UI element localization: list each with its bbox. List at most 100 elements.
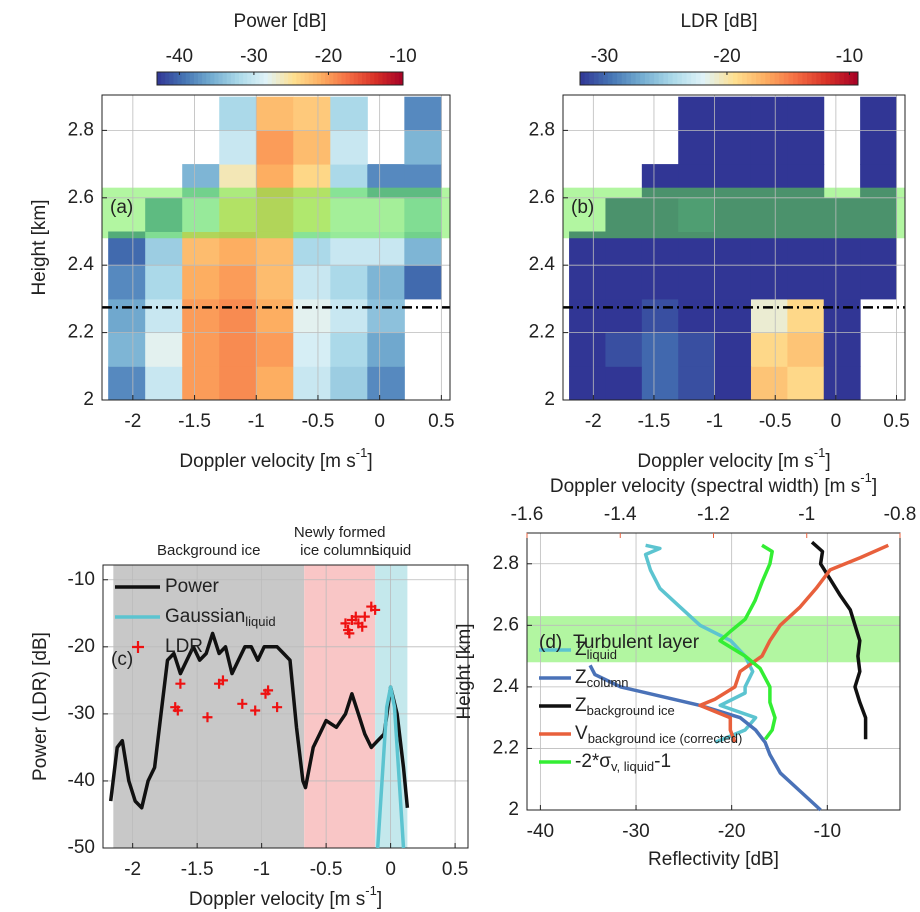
colorbar-segment xyxy=(247,72,252,85)
colorbar-segment xyxy=(296,72,301,85)
colorbar-segment xyxy=(839,72,845,85)
y-axis-label: Height [km] xyxy=(29,199,50,295)
colorbar-segment xyxy=(234,72,240,85)
colorbar-segment xyxy=(848,72,854,85)
heatmap-cell xyxy=(330,130,368,165)
heatmap-cell xyxy=(256,265,294,300)
heatmap-cell xyxy=(714,298,752,334)
heatmap-cell xyxy=(256,332,294,367)
heatmap-cell xyxy=(256,298,294,334)
profile-line xyxy=(718,543,777,741)
colorbar-segment xyxy=(695,72,701,85)
heatmap-cell xyxy=(108,298,146,334)
x-tick-label: 0 xyxy=(374,411,385,432)
y-tick-label: 2 xyxy=(83,389,94,410)
colorbar-segment xyxy=(719,72,725,85)
colorbar-tick-label: -10 xyxy=(836,46,863,67)
x-tick-label: -0.5 xyxy=(310,859,343,880)
colorbar-segment xyxy=(820,72,827,85)
heatmap-cell xyxy=(108,366,146,401)
x-tick-label: -20 xyxy=(718,821,745,842)
heatmap-cell xyxy=(569,332,606,367)
colorbar-tick-label: -20 xyxy=(315,46,342,67)
x-tick-label: -1 xyxy=(253,859,270,880)
colorbar-segment xyxy=(686,72,692,85)
text-part: background ice (corrected) xyxy=(588,731,743,746)
y-tick-label: 2.2 xyxy=(68,322,94,343)
colorbar-segment xyxy=(728,72,734,85)
colorbar-segment xyxy=(325,72,330,85)
text-part: ] xyxy=(872,476,877,497)
colorbar-segment xyxy=(214,72,219,85)
text-part: Doppler velocity (spectral width) [m s xyxy=(550,476,860,497)
heatmap-cell xyxy=(182,366,220,401)
heatmap-cell xyxy=(714,96,752,131)
heatmap-cell xyxy=(714,130,752,165)
text-part: liquid xyxy=(587,647,617,662)
colorbar-segment xyxy=(161,72,166,85)
axis-label: Doppler velocity [m s-1] xyxy=(179,445,372,472)
line xyxy=(375,685,406,849)
colorbar-segment xyxy=(337,72,342,85)
text-part: Z xyxy=(575,695,587,716)
colorbar-segment xyxy=(349,72,355,85)
profile-line xyxy=(588,664,822,812)
legend-label: Zliquid xyxy=(575,639,617,662)
heatmap-cell xyxy=(750,265,788,300)
y-tick-label: -40 xyxy=(68,770,95,791)
colorbar-segment xyxy=(802,72,808,85)
heatmap-cell xyxy=(641,332,679,367)
heatmap-cell xyxy=(678,366,716,401)
heatmap-cell xyxy=(678,332,716,367)
text-part: Doppler velocity [m s xyxy=(189,889,365,910)
y-tick-label: -50 xyxy=(68,837,95,858)
heatmap-cell xyxy=(293,130,331,165)
x2-tick-label: -1.2 xyxy=(697,504,730,525)
y-tick-label: 2.2 xyxy=(493,737,519,758)
y-tick-label: 2.6 xyxy=(529,187,555,208)
heatmap-cell xyxy=(330,332,368,367)
heatmap-cell xyxy=(569,298,606,334)
y-axis-label: Height [km] xyxy=(454,623,475,719)
plus-marker xyxy=(172,705,183,716)
text-part: -1 xyxy=(654,751,671,772)
region-label: Newly formed xyxy=(294,524,386,541)
plus-marker xyxy=(350,611,361,622)
colorbar-segment xyxy=(173,72,178,85)
text-part: V xyxy=(575,723,588,744)
colorbar-segment xyxy=(783,72,789,85)
x2-tick-label: -1.4 xyxy=(604,504,637,525)
colorbar-segment xyxy=(198,72,203,85)
colorbar-segment xyxy=(649,72,655,85)
colorbar-segment xyxy=(621,72,627,85)
colorbar-segment xyxy=(672,72,678,85)
heatmap-cell xyxy=(569,366,606,401)
x-tick-label: 0 xyxy=(831,411,842,432)
heatmap-cell xyxy=(219,130,257,165)
colorbar-segment xyxy=(345,72,351,85)
annotation: Turbulent layer xyxy=(573,632,700,653)
heatmap-cell xyxy=(367,366,405,401)
heatmap-cell xyxy=(330,366,368,401)
heatmap-cell xyxy=(787,265,825,300)
text-part: v, liquid xyxy=(611,759,654,774)
colorbar-segment xyxy=(218,72,224,85)
heatmap-cell xyxy=(860,265,898,300)
colorbar-segment xyxy=(222,72,228,85)
colorbar-segment xyxy=(230,72,236,85)
colorbar-label: Power [dB] xyxy=(234,11,327,32)
colorbar-segment xyxy=(765,72,771,85)
legend-marker xyxy=(132,641,144,653)
heatmap-cell xyxy=(823,332,861,367)
colorbar-segment xyxy=(607,72,613,85)
axis-label: Doppler velocity (spectral width) [m s-1… xyxy=(550,470,877,497)
colorbar-segment xyxy=(210,72,215,85)
x-tick-label: -1.5 xyxy=(181,859,214,880)
x-axis-label: Reflectivity [dB] xyxy=(648,849,779,870)
colorbar-segment xyxy=(271,72,277,85)
colorbar-segment xyxy=(751,72,757,85)
plus-marker xyxy=(370,604,381,615)
colorbar-segment xyxy=(206,72,211,85)
heatmap-cell xyxy=(108,265,146,300)
colorbar-segment xyxy=(288,72,293,85)
